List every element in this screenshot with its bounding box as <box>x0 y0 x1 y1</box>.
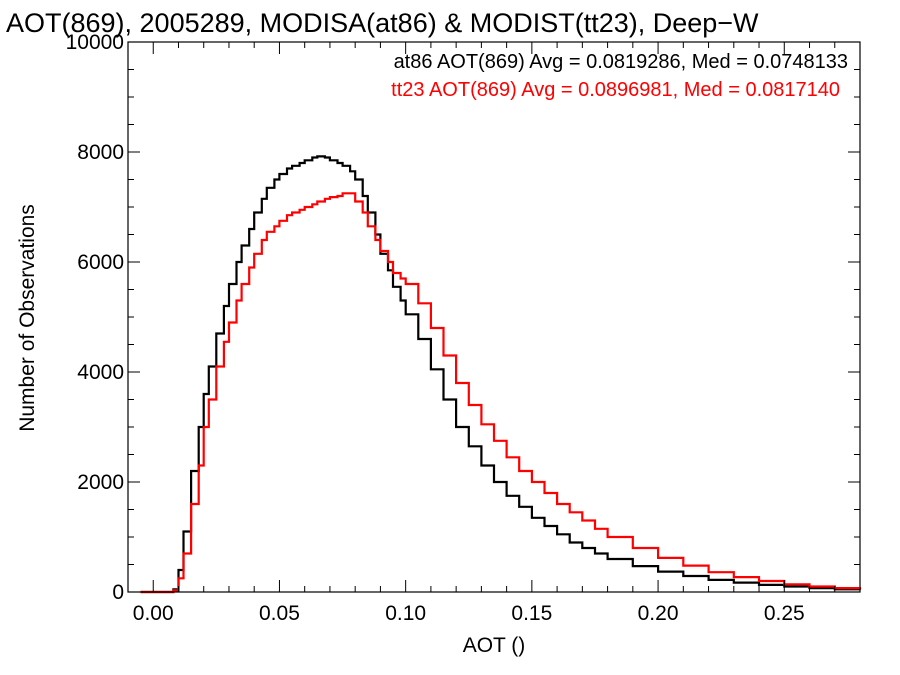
y-tick-label: 2000 <box>77 471 124 494</box>
y-axis-label: Number of Observations <box>16 204 39 432</box>
y-tick-label: 0 <box>112 581 124 604</box>
x-tick-label: 0.00 <box>133 602 174 625</box>
y-tick-label: 8000 <box>77 141 124 164</box>
y-tick-label: 6000 <box>77 251 124 274</box>
x-tick-label: 0.25 <box>764 602 805 625</box>
y-tick-label: 4000 <box>77 361 124 384</box>
chart-title: AOT(869), 2005289, MODISA(at86) & MODIST… <box>6 8 759 38</box>
x-axis-label: AOT () <box>463 634 526 657</box>
annotation-tt23: tt23 AOT(869) Avg = 0.0896981, Med = 0.0… <box>391 79 840 101</box>
x-tick-label: 0.10 <box>385 602 426 625</box>
x-tick-label: 0.20 <box>638 602 679 625</box>
annotation-at86: at86 AOT(869) Avg = 0.0819286, Med = 0.0… <box>394 51 848 73</box>
series-line-0 <box>140 155 862 594</box>
x-tick-label: 0.15 <box>511 602 552 625</box>
y-tick-label: 10000 <box>66 31 124 54</box>
series-line-1 <box>140 192 862 594</box>
plot-frame <box>127 41 861 593</box>
x-tick-label: 0.05 <box>259 602 300 625</box>
